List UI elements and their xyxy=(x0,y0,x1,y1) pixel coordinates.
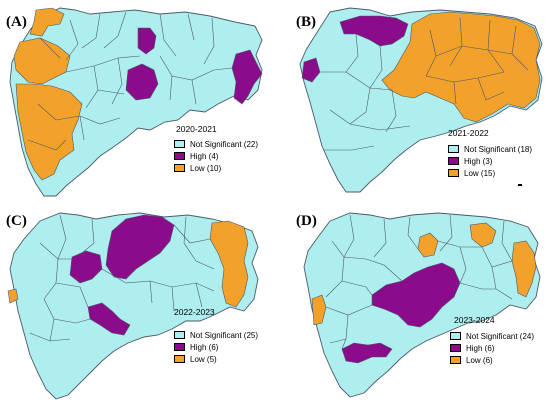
high-region xyxy=(301,57,321,83)
low-region xyxy=(469,222,497,248)
map-panel-a: (A) 2020-2021 Not Significant (22) High … xyxy=(0,0,275,200)
legend-text: High (6) xyxy=(466,343,495,353)
year-label: 2021-2022 xyxy=(448,128,489,138)
map-panel-d: (D) 2023-2024 Not Significant (24) High … xyxy=(290,203,550,403)
legend-item-high: High (3) xyxy=(448,155,532,167)
low-region xyxy=(311,294,327,326)
low-region xyxy=(7,288,19,304)
year-label: 2022-2023 xyxy=(174,307,215,317)
legend-item-not-significant: Not Significant (24) xyxy=(450,330,534,342)
legend: Not Significant (18) High (3) Low (15) xyxy=(448,143,532,179)
district-borders xyxy=(325,214,513,350)
high-region xyxy=(341,342,393,364)
low-region xyxy=(29,7,65,37)
legend-item-high: High (4) xyxy=(174,150,258,162)
swatch-low xyxy=(174,355,185,363)
legend-item-low: Low (10) xyxy=(174,162,258,174)
swatch-not-significant xyxy=(448,145,459,153)
district-borders xyxy=(29,214,215,342)
legend-text: High (3) xyxy=(464,156,493,166)
swatch-not-significant xyxy=(450,332,461,340)
map-panel-b: (B) 2021-2022 Not Significant (18) High … xyxy=(290,0,550,200)
low-region xyxy=(15,83,83,181)
legend: Not Significant (25) High (6) Low (5) xyxy=(174,329,258,365)
swatch-not-significant xyxy=(174,140,185,148)
swatch-low xyxy=(174,164,185,172)
panel-label: (B) xyxy=(296,14,316,30)
legend-text: Not Significant (25) xyxy=(190,330,259,340)
legend-text: Low (6) xyxy=(466,355,493,365)
high-region xyxy=(87,302,131,336)
legend-item-not-significant: Not Significant (22) xyxy=(174,138,258,150)
low-region xyxy=(381,11,541,123)
legend: Not Significant (24) High (6) Low (6) xyxy=(450,330,534,366)
low-region xyxy=(511,240,537,298)
swatch-high xyxy=(174,343,185,351)
high-region xyxy=(125,63,159,101)
legend: Not Significant (22) High (4) Low (10) xyxy=(174,138,258,174)
stray-mark xyxy=(518,184,522,186)
legend-text: Not Significant (24) xyxy=(466,331,535,341)
map-a-svg xyxy=(9,7,263,197)
legend-item-not-significant: Not Significant (25) xyxy=(174,329,258,341)
swatch-high xyxy=(450,344,461,352)
swatch-low xyxy=(448,169,459,177)
high-region xyxy=(105,214,175,280)
swatch-high xyxy=(174,152,185,160)
legend-text: Low (5) xyxy=(190,354,217,364)
legend-text: High (6) xyxy=(190,342,219,352)
legend-item-low: Low (5) xyxy=(174,353,258,365)
legend-text: High (4) xyxy=(190,151,219,161)
high-region xyxy=(371,262,461,328)
legend-item-high: High (6) xyxy=(174,341,258,353)
legend-text: Low (15) xyxy=(464,168,496,178)
low-region xyxy=(209,220,249,308)
map-panel-c: (C) 2022-2023 Not Significant (25) High … xyxy=(0,203,275,403)
map-d-svg xyxy=(303,212,541,398)
swatch-not-significant xyxy=(174,331,185,339)
high-region xyxy=(339,15,409,47)
legend-text: Low (10) xyxy=(190,163,222,173)
district-borders xyxy=(27,11,233,151)
year-label: 2023-2024 xyxy=(454,315,495,325)
high-region xyxy=(69,250,103,284)
swatch-high xyxy=(448,157,459,165)
swatch-low xyxy=(450,356,461,364)
legend-item-low: Low (15) xyxy=(448,167,532,179)
legend-text: Not Significant (18) xyxy=(464,144,533,154)
year-label: 2020-2021 xyxy=(176,124,217,134)
high-region xyxy=(137,27,157,55)
legend-item-not-significant: Not Significant (18) xyxy=(448,143,532,155)
map-b-svg xyxy=(299,7,543,193)
high-region xyxy=(231,49,263,105)
panel-label: (C) xyxy=(6,213,27,229)
panel-label: (A) xyxy=(6,14,27,30)
panel-label: (D) xyxy=(296,213,317,229)
map-c-svg xyxy=(7,212,259,400)
legend-text: Not Significant (22) xyxy=(190,139,259,149)
district-borders xyxy=(320,17,529,151)
legend-item-low: Low (6) xyxy=(450,354,534,366)
low-region xyxy=(13,37,71,85)
legend-item-high: High (6) xyxy=(450,342,534,354)
